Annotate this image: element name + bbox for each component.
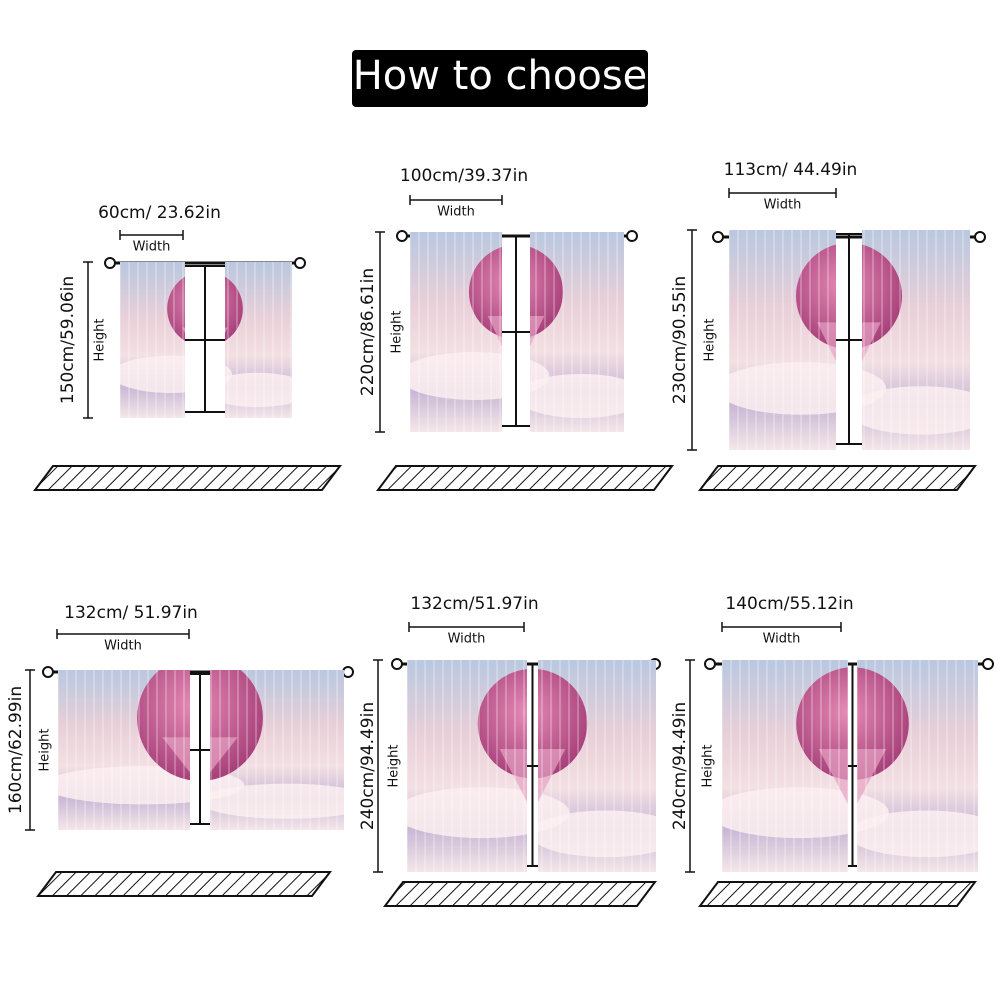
cloud <box>198 783 344 819</box>
rod-end <box>712 231 724 243</box>
height-label: 220cm/86.61in <box>358 268 378 396</box>
width-label: 132cm/ 51.97in <box>64 603 198 623</box>
rod-end <box>391 658 403 670</box>
height-caption: Height <box>390 311 405 354</box>
floor <box>698 465 977 491</box>
cloud <box>204 372 292 408</box>
curtain-panel: 132cm/51.97in Width 240cm/94.49in Height <box>358 594 661 907</box>
width-label: 140cm/55.12in <box>725 594 853 614</box>
curtains <box>120 262 292 418</box>
width-caption: Width <box>133 240 171 255</box>
rod-end <box>104 257 116 269</box>
width-label: 132cm/51.97in <box>410 594 538 614</box>
height-label: 160cm/62.99in <box>6 686 26 814</box>
cloud <box>847 386 970 435</box>
floor <box>33 465 342 491</box>
title: How to choose <box>353 53 648 99</box>
height-label: 240cm/94.49in <box>358 702 378 830</box>
rod-end <box>974 231 986 243</box>
width-caption: Width <box>104 639 142 654</box>
height-label: 240cm/94.49in <box>670 702 690 830</box>
curtains <box>407 660 656 872</box>
floor <box>698 881 977 907</box>
width-caption: Width <box>437 205 475 220</box>
curtain-panel: 132cm/ 51.97in Width 160cm/62.99in Height <box>6 603 354 897</box>
rod-end <box>42 666 54 678</box>
height-label: 150cm/59.06in <box>58 276 78 404</box>
rod-end <box>982 658 994 670</box>
rod-end <box>626 230 638 242</box>
curtain-panel: 60cm/ 23.62in Width 150cm/59.06in Height <box>33 203 342 491</box>
floor <box>383 881 657 907</box>
height-caption: Height <box>701 745 716 788</box>
width-label: 60cm/ 23.62in <box>98 203 221 223</box>
floor <box>36 871 332 897</box>
width-label: 113cm/ 44.49in <box>724 160 858 180</box>
cloud <box>847 810 978 858</box>
title-box <box>352 50 648 107</box>
width-caption: Width <box>448 632 486 647</box>
cloud <box>529 810 656 858</box>
floor <box>376 465 674 491</box>
curtains <box>729 230 970 450</box>
height-label: 230cm/90.55in <box>670 276 690 404</box>
rod-end <box>294 257 306 269</box>
curtain-panel: 113cm/ 44.49in Width 230cm/90.55in Height <box>670 160 986 491</box>
curtain-panel: 100cm/39.37in Width 220cm/86.61in Height <box>358 166 674 491</box>
height-caption: Height <box>703 319 718 362</box>
curtains <box>722 660 978 872</box>
width-label: 100cm/39.37in <box>400 166 528 186</box>
height-caption: Height <box>38 729 53 772</box>
height-caption: Height <box>93 319 108 362</box>
width-caption: Width <box>764 198 802 213</box>
rod-end <box>396 230 408 242</box>
height-caption: Height <box>387 745 402 788</box>
curtain-panel: 140cm/55.12in Width 240cm/94.49in Height <box>670 594 994 907</box>
rod-end <box>704 658 716 670</box>
cloud <box>407 787 570 839</box>
cloud <box>722 787 889 839</box>
rod-end <box>342 666 354 678</box>
width-caption: Width <box>763 632 801 647</box>
cloud <box>515 374 624 418</box>
